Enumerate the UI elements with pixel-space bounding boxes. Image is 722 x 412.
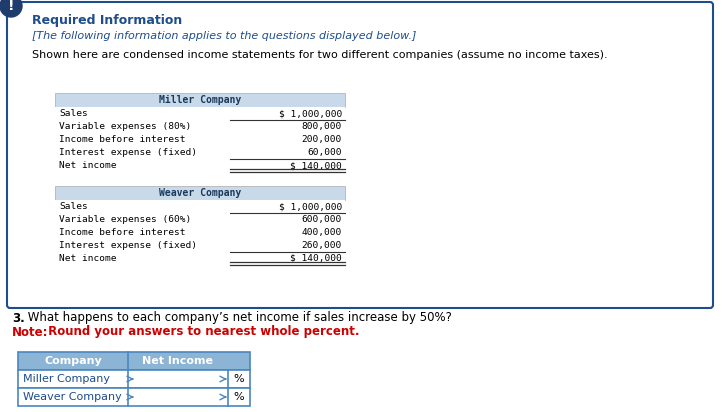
Text: $ 140,000: $ 140,000 bbox=[290, 254, 342, 263]
Text: $ 140,000: $ 140,000 bbox=[290, 161, 342, 170]
Text: [The following information applies to the questions displayed below.]: [The following information applies to th… bbox=[32, 31, 417, 41]
Text: Sales: Sales bbox=[59, 202, 88, 211]
FancyBboxPatch shape bbox=[55, 213, 345, 226]
Text: Weaver Company: Weaver Company bbox=[159, 188, 241, 198]
Text: Miller Company: Miller Company bbox=[159, 95, 241, 105]
FancyBboxPatch shape bbox=[55, 93, 345, 107]
Text: 60,000: 60,000 bbox=[308, 148, 342, 157]
Text: !: ! bbox=[8, 0, 14, 13]
Text: Interest expense (fixed): Interest expense (fixed) bbox=[59, 148, 197, 157]
FancyBboxPatch shape bbox=[18, 388, 250, 406]
Text: Interest expense (fixed): Interest expense (fixed) bbox=[59, 241, 197, 250]
FancyBboxPatch shape bbox=[55, 186, 345, 200]
FancyBboxPatch shape bbox=[55, 133, 345, 146]
Text: Note:: Note: bbox=[12, 325, 48, 339]
Text: 3.: 3. bbox=[12, 311, 25, 325]
Text: $ 1,000,000: $ 1,000,000 bbox=[279, 202, 342, 211]
Text: Sales: Sales bbox=[59, 109, 88, 118]
Text: 600,000: 600,000 bbox=[302, 215, 342, 224]
FancyBboxPatch shape bbox=[55, 226, 345, 239]
Text: Variable expenses (80%): Variable expenses (80%) bbox=[59, 122, 191, 131]
Text: 400,000: 400,000 bbox=[302, 228, 342, 237]
Text: $ 1,000,000: $ 1,000,000 bbox=[279, 109, 342, 118]
Text: Net income: Net income bbox=[59, 254, 116, 263]
Text: Variable expenses (60%): Variable expenses (60%) bbox=[59, 215, 191, 224]
FancyBboxPatch shape bbox=[55, 146, 345, 159]
Text: 260,000: 260,000 bbox=[302, 241, 342, 250]
Text: Miller Company: Miller Company bbox=[23, 374, 110, 384]
FancyBboxPatch shape bbox=[55, 252, 345, 265]
FancyBboxPatch shape bbox=[55, 159, 345, 172]
Text: 800,000: 800,000 bbox=[302, 122, 342, 131]
Text: Round your answers to nearest whole percent.: Round your answers to nearest whole perc… bbox=[44, 325, 360, 339]
Text: 200,000: 200,000 bbox=[302, 135, 342, 144]
Text: %: % bbox=[234, 392, 244, 402]
Text: Net Income: Net Income bbox=[142, 356, 214, 366]
FancyBboxPatch shape bbox=[55, 120, 345, 133]
FancyBboxPatch shape bbox=[18, 352, 250, 370]
Text: Weaver Company: Weaver Company bbox=[23, 392, 122, 402]
Text: Shown here are condensed income statements for two different companies (assume n: Shown here are condensed income statemen… bbox=[32, 50, 608, 60]
FancyBboxPatch shape bbox=[7, 2, 713, 308]
Text: Income before interest: Income before interest bbox=[59, 135, 186, 144]
Text: What happens to each company’s net income if sales increase by 50%?: What happens to each company’s net incom… bbox=[24, 311, 452, 325]
Text: Net income: Net income bbox=[59, 161, 116, 170]
FancyBboxPatch shape bbox=[55, 200, 345, 213]
FancyBboxPatch shape bbox=[55, 239, 345, 252]
Text: %: % bbox=[234, 374, 244, 384]
Text: Company: Company bbox=[44, 356, 102, 366]
Text: Required Information: Required Information bbox=[32, 14, 182, 26]
FancyBboxPatch shape bbox=[18, 370, 250, 388]
Text: Income before interest: Income before interest bbox=[59, 228, 186, 237]
Circle shape bbox=[0, 0, 22, 17]
FancyBboxPatch shape bbox=[55, 107, 345, 120]
